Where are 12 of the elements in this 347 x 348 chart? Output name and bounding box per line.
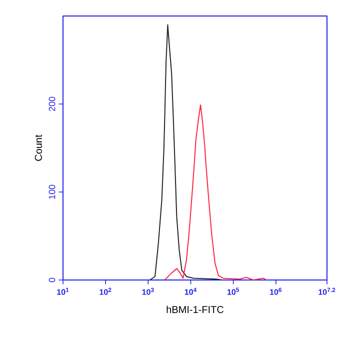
y-axis-title: Count — [34, 134, 42, 161]
y-tick-label: 100 — [48, 184, 56, 199]
y-tick-label: 0 — [48, 278, 56, 282]
x-tick-label: 10$^{1}$ — [57, 288, 69, 295]
x-axis-title: hBMI-1-FITC — [166, 306, 224, 314]
x-tick-label: 10$^{7.2}$ — [318, 288, 336, 295]
x-tick-label: 10$^{4}$ — [184, 288, 197, 295]
x-tick-label: 10$^{5}$ — [227, 288, 240, 295]
x-tick-label: 10$^{6}$ — [270, 288, 282, 295]
x-tick-label: 10$^{2}$ — [100, 288, 112, 295]
y-tick-label: 200 — [48, 96, 56, 112]
x-tick-label: 10$^{3}$ — [142, 288, 154, 295]
